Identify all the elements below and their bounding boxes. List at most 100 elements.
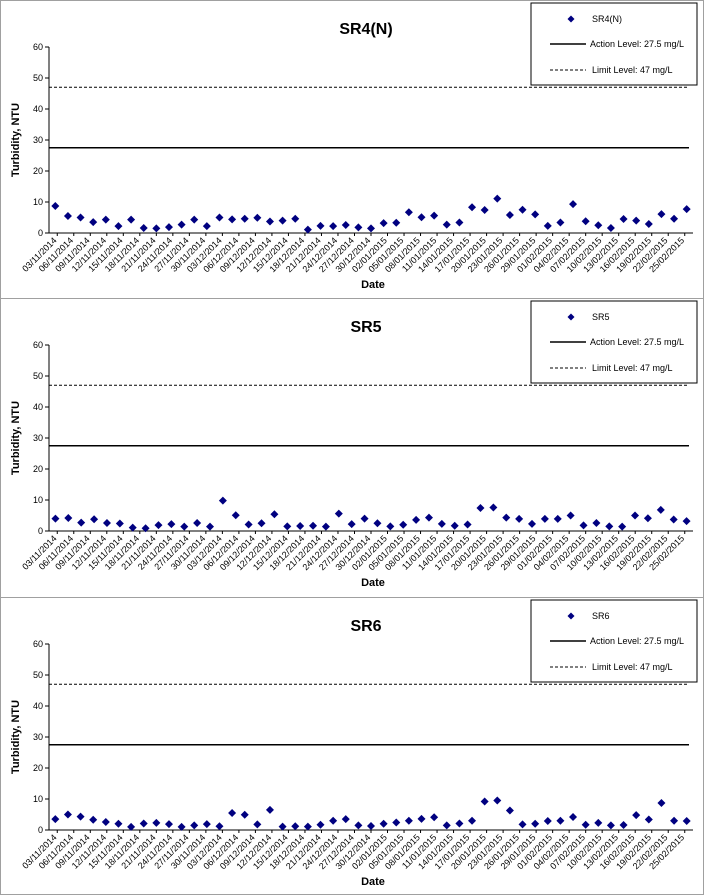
data-point [540,514,549,523]
y-tick-label: 40 [33,402,43,412]
chart-title: SR5 [350,319,381,336]
data-point [244,520,253,529]
y-tick-label: 40 [33,701,43,711]
data-point [63,810,72,819]
data-point [468,203,477,212]
data-point [76,213,85,222]
data-point [476,504,485,513]
data-point [114,222,123,231]
data-point [341,815,350,824]
legend-marker-diamond [567,15,575,23]
y-tick-label: 10 [33,794,43,804]
data-point [632,811,641,820]
data-point [644,220,653,229]
data-point [480,206,489,215]
legend-label-action: Action Level: 27.5 mg/L [590,636,684,646]
data-point [442,821,451,830]
data-point [581,820,590,829]
data-point [278,822,287,831]
data-point [619,215,628,224]
data-point [240,214,249,223]
data-point [404,816,413,825]
data-point [657,799,666,808]
data-point [657,210,666,219]
data-point [515,514,524,523]
y-tick-label: 50 [33,670,43,680]
data-point [682,205,691,214]
data-point [240,810,249,819]
legend-label-series: SR5 [592,312,610,322]
data-point [127,215,136,224]
data-point [51,514,60,523]
data-point [543,221,552,230]
chart-panel-sr4n: SR4(N) 0 10 20 30 40 50 60 Turbidity, NTU 03/11/2… [0,0,704,299]
data-point [404,208,413,217]
y-tick-label: 0 [38,825,43,835]
x-axis-label: Date [361,577,385,589]
data-point [379,219,388,228]
data-point [316,221,325,230]
data-point [334,509,343,518]
data-point [450,521,459,530]
legend-label-limit: Limit Level: 47 mg/L [592,65,673,75]
data-point [399,520,408,529]
data-point [553,514,562,523]
data-point [90,515,99,524]
data-point [77,518,86,527]
data-point [619,821,628,830]
data-point [164,223,173,232]
chart-panel-sr6: SR6 0 10 20 30 40 50 60 Turbidity, NTU 03/11/2014… [0,597,704,895]
y-tick-label: 40 [33,104,43,114]
data-point [215,213,224,222]
legend-label-limit: Limit Level: 47 mg/L [592,662,673,672]
chart-title: SR4(N) [339,21,392,38]
data-point [141,524,150,533]
data-point [656,505,665,514]
data-point [228,808,237,817]
chart-title: SR6 [350,618,381,635]
data-point [594,221,603,230]
data-point [321,522,330,531]
y-tick-label: 10 [33,495,43,505]
data-point [556,218,565,227]
data-point [493,194,502,203]
data-point [480,797,489,806]
data-point [463,520,472,529]
data-point [177,822,186,831]
y-axis-label: Turbidity, NTU [10,103,22,177]
data-point [682,817,691,826]
y-tick-label: 30 [33,433,43,443]
data-point [257,519,266,528]
legend-label-action: Action Level: 27.5 mg/L [590,39,684,49]
data-point [215,822,224,831]
data-point [505,806,514,815]
data-point [528,519,536,528]
data-point [354,223,363,232]
data-point [643,514,652,523]
data-point [303,822,312,831]
y-tick-label: 20 [33,464,43,474]
data-point [316,820,325,829]
data-point [114,819,123,828]
data-point [644,815,653,824]
data-point [139,224,148,233]
legend-label-action: Action Level: 27.5 mg/L [590,337,684,347]
data-point [180,522,189,531]
data-point [190,821,199,830]
data-point [579,521,588,530]
data-point [152,818,161,827]
data-point [152,224,161,233]
data-point [455,218,464,227]
data-point [309,521,318,530]
data-point [437,519,446,528]
x-axis-label: Date [361,279,385,291]
data-point [424,513,433,522]
data-point [228,215,237,224]
data-point [566,511,575,520]
data-point [392,818,401,827]
y-axis-label: Turbidity, NTU [10,700,22,774]
data-point [202,222,211,231]
data-point [76,812,85,821]
